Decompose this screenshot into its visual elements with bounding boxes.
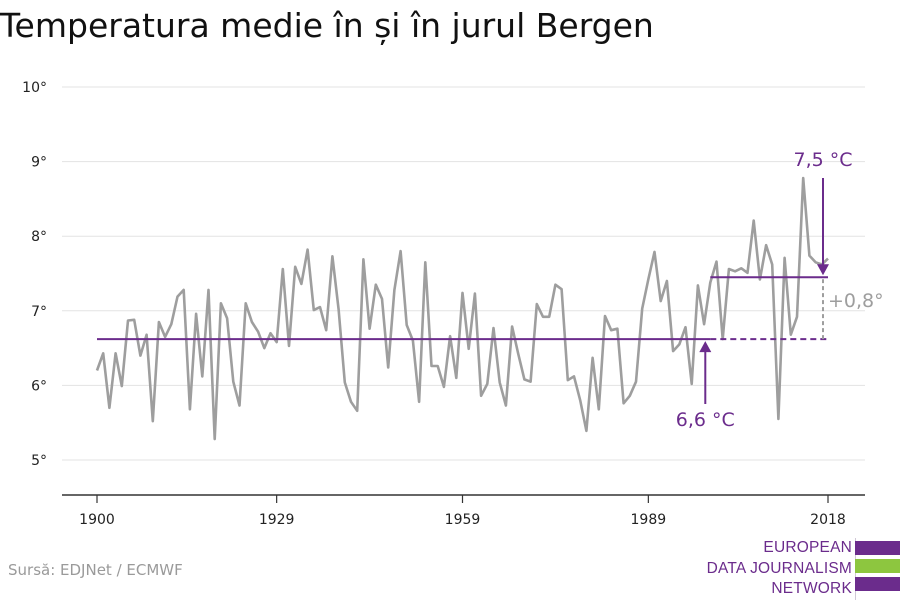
edjnet-logo[interactable]: EUROPEAN DATA JOURNALISM NETWORK: [700, 538, 900, 600]
x-tick-label: 2018: [810, 512, 846, 528]
logo-bar-purple-top: [855, 541, 900, 555]
y-tick-label: 5°: [31, 453, 47, 469]
baseline-label: 6,6 °C: [676, 409, 735, 431]
logo-line-3: NETWORK: [771, 580, 852, 597]
y-tick-label: 10°: [22, 80, 47, 96]
delta-label: +0,8°: [828, 290, 884, 312]
logo-line-1: EUROPEAN: [763, 539, 852, 556]
temperature-series-line: [95, 176, 829, 441]
chart-lines: [95, 176, 829, 441]
baseline-arrow-head: [699, 341, 712, 353]
recent-mean-label: 7,5 °C: [793, 149, 852, 171]
logo-text: EUROPEAN DATA JOURNALISM NETWORK: [707, 538, 852, 600]
y-tick-label: 7°: [31, 304, 47, 320]
x-tick-label: 1929: [259, 512, 295, 528]
x-tick-label: 1989: [631, 512, 667, 528]
grid-lines: [62, 86, 865, 461]
y-tick-label: 8°: [31, 229, 47, 245]
logo-bar-purple-bottom: [855, 577, 900, 591]
chart-annotations: 7,5 °C 6,6 °C +0,8°: [676, 149, 884, 431]
logo-line-2: DATA JOURNALISM: [706, 559, 852, 577]
y-axis-tick-labels: 5° 6° 7° 8° 9° 10°: [22, 80, 47, 469]
y-tick-label: 9°: [31, 155, 47, 171]
recent-mean-arrow-head: [817, 264, 829, 276]
y-tick-label: 6°: [31, 378, 47, 394]
x-axis: 1900 1929 1959 1989 2018: [62, 494, 865, 528]
x-tick-label: 1900: [79, 512, 115, 528]
chart-title: Temperatura medie în și în jurul Bergen: [0, 6, 654, 45]
logo-bar-green: [855, 559, 900, 573]
x-tick-label: 1959: [445, 512, 481, 528]
source-label: Sursă: EDJNet / ECMWF: [8, 561, 183, 579]
